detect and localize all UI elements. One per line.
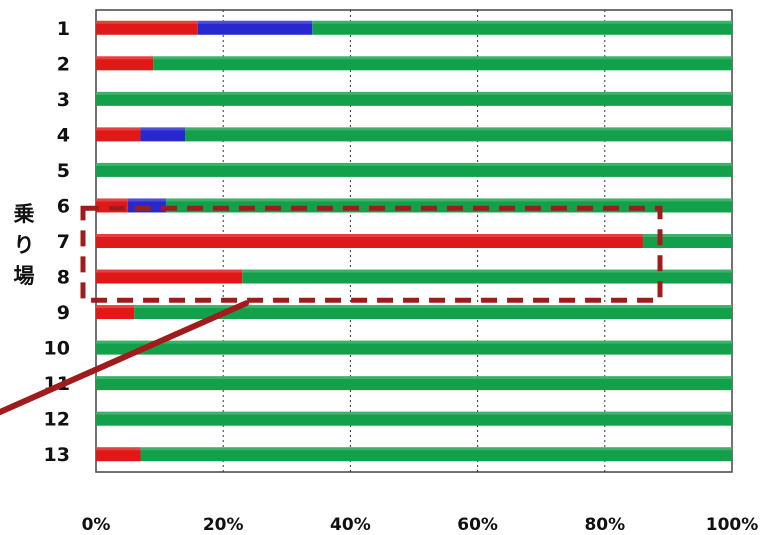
bar-row-8-segment-2 [242, 269, 732, 284]
bar-highlight-row-5-segment-2 [96, 162, 732, 166]
bar-row-7-segment-2 [642, 234, 732, 248]
bar-row-3-segment-2 [96, 91, 732, 106]
bar-row-1-segment-1 [197, 20, 313, 35]
bar-highlight-row-9-segment-2 [134, 305, 732, 309]
category-label-4: 4 [57, 124, 70, 146]
bar-highlight-row-7-segment-0 [96, 234, 643, 237]
bar-highlight-row-1-segment-0 [96, 20, 198, 24]
bar-highlight-row-6-segment-2 [165, 198, 732, 202]
x-tick-label-5: 100% [706, 515, 759, 535]
bar-highlight-row-8-segment-0 [96, 269, 243, 273]
highlight-dashed-box [80, 205, 663, 303]
bar-highlight-row-3-segment-2 [96, 91, 732, 95]
x-tick-label-3: 60% [457, 515, 498, 535]
y-axis-title: 乗り場 [14, 202, 35, 288]
bar-highlight-row-2-segment-2 [153, 56, 733, 60]
bar-highlight-row-4-segment-0 [96, 127, 141, 131]
category-label-2: 2 [57, 53, 70, 75]
bar-row-4-segment-2 [185, 127, 733, 142]
category-label-10: 10 [44, 338, 70, 360]
bar-highlight-row-4-segment-1 [140, 127, 186, 131]
bar-highlight-row-11-segment-2 [96, 376, 732, 380]
y-axis-title-char-0: 乗 [14, 202, 35, 226]
x-tick-label-2: 40% [330, 515, 371, 535]
category-label-7: 7 [57, 231, 70, 253]
y-axis-title-char-2: 場 [14, 264, 35, 288]
bars [96, 20, 733, 462]
category-label-12: 12 [44, 409, 70, 431]
bar-highlight-row-1-segment-2 [312, 20, 732, 24]
bar-row-5-segment-2 [96, 162, 732, 177]
category-label-13: 13 [44, 444, 70, 466]
bar-highlight-row-8-segment-2 [242, 269, 732, 273]
highlight-annotation [0, 205, 663, 415]
bar-highlight-row-6-segment-0 [96, 198, 128, 202]
bar-highlight-row-6-segment-1 [127, 198, 166, 202]
bar-row-12-segment-2 [96, 411, 732, 426]
bar-highlight-row-13-segment-0 [96, 447, 141, 451]
y-axis-title-char-1: り [14, 233, 35, 257]
annotation-pointer-line [0, 300, 249, 415]
bar-row-9-segment-2 [134, 305, 732, 320]
bar-row-4-segment-1 [140, 127, 186, 142]
category-label-8: 8 [57, 267, 70, 289]
bar-highlight-row-12-segment-2 [96, 411, 732, 415]
bar-row-11-segment-2 [96, 376, 732, 391]
x-tick-label-4: 80% [584, 515, 625, 535]
bar-highlight-row-9-segment-0 [96, 305, 135, 309]
bar-row-10-segment-2 [96, 340, 732, 355]
bar-highlight-row-10-segment-2 [96, 340, 732, 344]
category-labels: 12345678910111213 [44, 18, 70, 466]
bar-row-9-segment-0 [96, 305, 135, 320]
bar-highlight-row-4-segment-2 [185, 127, 733, 131]
bar-row-4-segment-0 [96, 127, 141, 142]
bar-row-13-segment-0 [96, 447, 141, 462]
category-label-6: 6 [57, 195, 70, 217]
bar-row-2-segment-0 [96, 56, 154, 71]
bar-row-1-segment-2 [312, 20, 732, 35]
bar-row-2-segment-2 [153, 56, 733, 71]
bar-row-1-segment-0 [96, 20, 198, 35]
x-tick-label-0: 0% [82, 515, 111, 535]
bar-highlight-row-7-segment-2 [642, 234, 732, 237]
category-label-1: 1 [57, 18, 70, 40]
bar-highlight-row-2-segment-0 [96, 56, 154, 60]
bar-highlight-row-13-segment-2 [140, 447, 732, 451]
bar-row-7-segment-0 [96, 234, 643, 248]
bar-row-13-segment-2 [140, 447, 732, 462]
category-label-9: 9 [57, 302, 70, 324]
x-tick-label-1: 20% [203, 515, 244, 535]
bar-highlight-row-1-segment-1 [197, 20, 313, 24]
bar-row-8-segment-0 [96, 269, 243, 284]
category-label-5: 5 [57, 160, 70, 182]
x-axis-tick-labels: 0% 20% 40% 60% 80% 100% [82, 515, 759, 535]
category-label-3: 3 [57, 89, 70, 111]
